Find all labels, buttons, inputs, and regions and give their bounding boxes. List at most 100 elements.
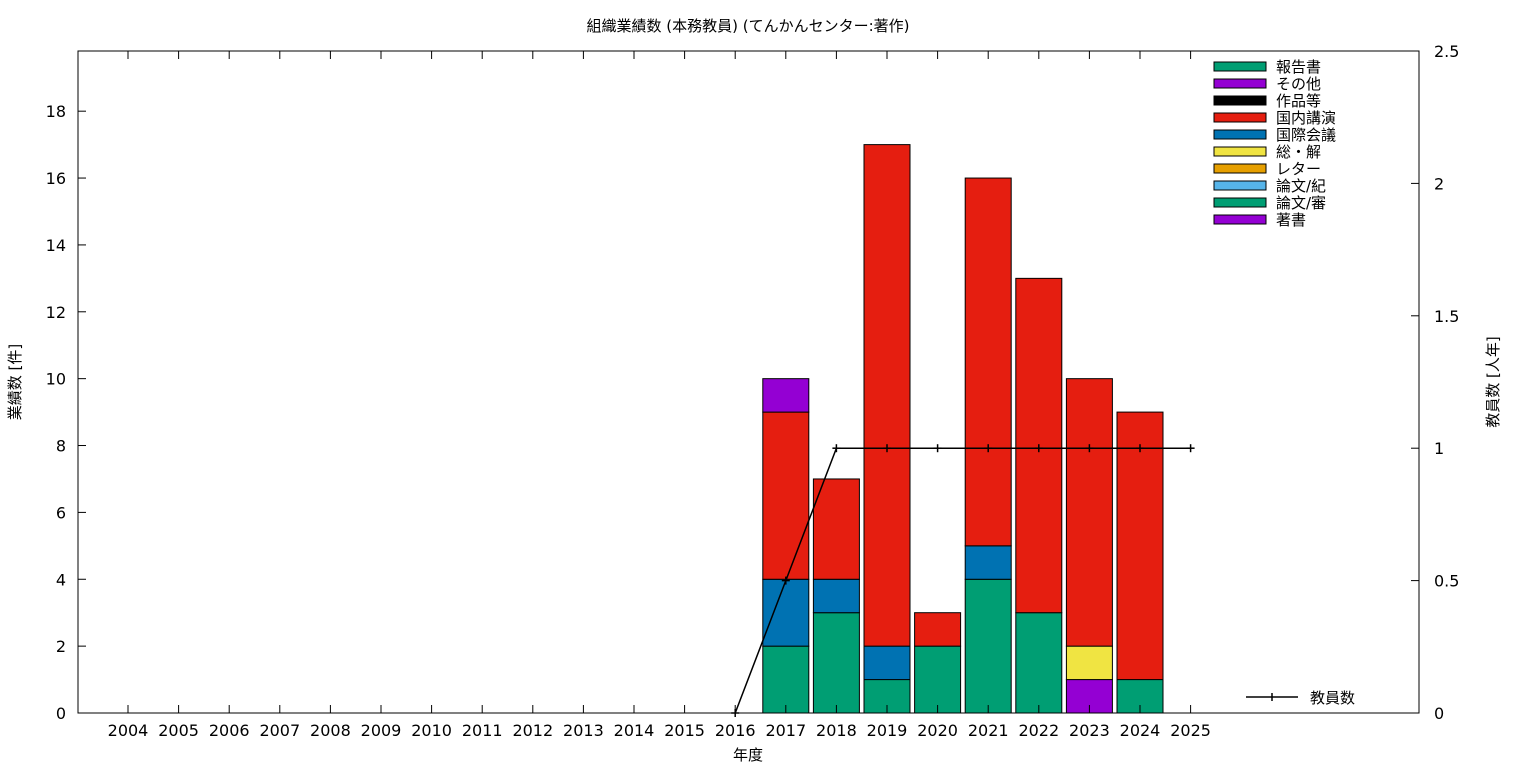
bar-2023-総・解 (1065, 645, 1113, 681)
legend-label: その他 (1276, 75, 1321, 93)
legend-label: 論文/紀 (1276, 177, 1326, 195)
x-tick-label: 2020 (917, 721, 958, 740)
legend-item: 著書 (1213, 211, 1306, 229)
legend-item: その他 (1213, 75, 1321, 93)
y-tick-label: 10 (46, 370, 66, 389)
x-tick-label: 2021 (968, 721, 1009, 740)
x-tick-label: 2025 (1170, 721, 1211, 740)
y2-tick-label: 2 (1434, 174, 1444, 193)
bar-2020-国内講演 (914, 612, 962, 647)
legend-item: レター (1213, 160, 1321, 178)
y2-tick-label: 0 (1434, 704, 1444, 723)
x-tick-label: 2016 (715, 721, 756, 740)
x-tick-label: 2009 (361, 721, 402, 740)
x-tick-label: 2006 (209, 721, 250, 740)
legend-item: 国内講演 (1213, 109, 1336, 127)
legend-swatch (1213, 129, 1267, 140)
bar-2023-国内講演 (1065, 378, 1113, 647)
chart-title: 組織業績数 (本務教員) (てんかんセンター:著作) (586, 17, 909, 35)
legend-label: 国内講演 (1276, 109, 1336, 127)
bar-2017-国際会議 (762, 578, 810, 647)
bar-2018-論文/審 (812, 612, 860, 714)
legend-swatch (1213, 95, 1267, 106)
legend-swatch (1213, 112, 1267, 123)
legend-item: 作品等 (1213, 92, 1321, 110)
bar-2020-論文/審 (914, 645, 962, 714)
teacher-count-polyline (734, 447, 1191, 714)
legend-item: 総・解 (1213, 143, 1321, 161)
bar-2019-国際会議 (863, 645, 911, 681)
x-tick-label: 2007 (259, 721, 300, 740)
plot-frame (77, 50, 1420, 714)
legend-label: 国際会議 (1276, 126, 1336, 144)
y2-axis-label: 教員数 [人年] (1484, 336, 1502, 427)
bar-2021-論文/審 (964, 578, 1012, 714)
bar-2017-国内講演 (762, 411, 810, 580)
y-tick-label: 14 (46, 236, 66, 255)
y-axis-label: 業績数 [件] (6, 344, 24, 420)
y-tick-label: 18 (46, 102, 66, 121)
legend-item: 論文/紀 (1213, 177, 1326, 195)
teacher-count-line (731, 444, 1195, 717)
legend-swatch (1213, 146, 1267, 157)
y-tick-label: 6 (56, 503, 66, 522)
legend-swatch (1213, 78, 1267, 89)
y-tick-label: 16 (46, 169, 66, 188)
teacher-count-point-2025 (1186, 444, 1195, 453)
legend-item: 国際会議 (1213, 126, 1336, 144)
teacher-count-point-2021 (984, 444, 993, 453)
x-axis-label: 年度 (733, 746, 763, 764)
x-tick-label: 2019 (867, 721, 908, 740)
y-tick-label: 8 (56, 437, 66, 456)
x-tick-label: 2022 (1018, 721, 1059, 740)
legend-label: 作品等 (1276, 92, 1321, 110)
teacher-count-point-2020 (933, 444, 942, 453)
teacher-count-point-2022 (1034, 444, 1043, 453)
x-tick-label: 2010 (411, 721, 452, 740)
x-tick-label: 2005 (158, 721, 199, 740)
y-tick-label: 4 (56, 570, 66, 589)
bar-2021-国内講演 (964, 177, 1012, 547)
teacher-count-point-2019 (883, 444, 891, 453)
bar-2022-論文/審 (1015, 612, 1063, 714)
bar-2018-国際会議 (812, 578, 860, 614)
legend-swatch (1213, 163, 1267, 174)
x-tick-label: 2018 (816, 721, 857, 740)
y2-tick-label: 0.5 (1434, 572, 1459, 591)
y2-tick-label: 1.5 (1434, 307, 1459, 326)
teacher-count-point-2017 (781, 576, 790, 585)
legend-item: 報告書 (1213, 58, 1321, 76)
bar-2017-論文/審 (762, 645, 810, 714)
legend-label: 教員数 (1310, 689, 1355, 707)
teacher-count-point-2024 (1136, 444, 1144, 453)
bar-2021-国際会議 (964, 545, 1012, 580)
bar-2024-国内講演 (1116, 411, 1164, 681)
x-tick-label: 2011 (462, 721, 503, 740)
legend-swatch (1213, 214, 1267, 225)
y-tick-label: 0 (56, 704, 66, 723)
x-tick-label: 2017 (765, 721, 806, 740)
bar-2017-その他 (762, 378, 810, 413)
y2-tick-label: 2.5 (1434, 42, 1459, 61)
x-tick-label: 2023 (1069, 721, 1110, 740)
legend-label: レター (1276, 160, 1321, 178)
x-tick-label: 2012 (512, 721, 553, 740)
x-tick-label: 2004 (108, 721, 149, 740)
y-tick-label: 12 (46, 303, 66, 322)
axis-ticks: 0 2 4 6 8 10 12 14 16 18 0 0.5 1 1.5 2 2.5 2004 2005 2006 2… (46, 42, 1460, 740)
bar-2019-国内講演 (863, 144, 911, 647)
teacher-count-point-2018 (832, 444, 841, 453)
x-tick-label: 2014 (614, 721, 655, 740)
bar-2018-国内講演 (812, 478, 860, 580)
legend-label: 著書 (1276, 211, 1306, 229)
x-tick-label: 2024 (1120, 721, 1161, 740)
legend-swatch (1213, 61, 1267, 72)
x-tick-label: 2008 (310, 721, 351, 740)
x-tick-label: 2015 (664, 721, 705, 740)
legend-label: 論文/審 (1276, 194, 1326, 212)
y-tick-label: 2 (56, 637, 66, 656)
x-tick-label: 2013 (563, 721, 604, 740)
legend-label: 総・解 (1276, 143, 1321, 161)
